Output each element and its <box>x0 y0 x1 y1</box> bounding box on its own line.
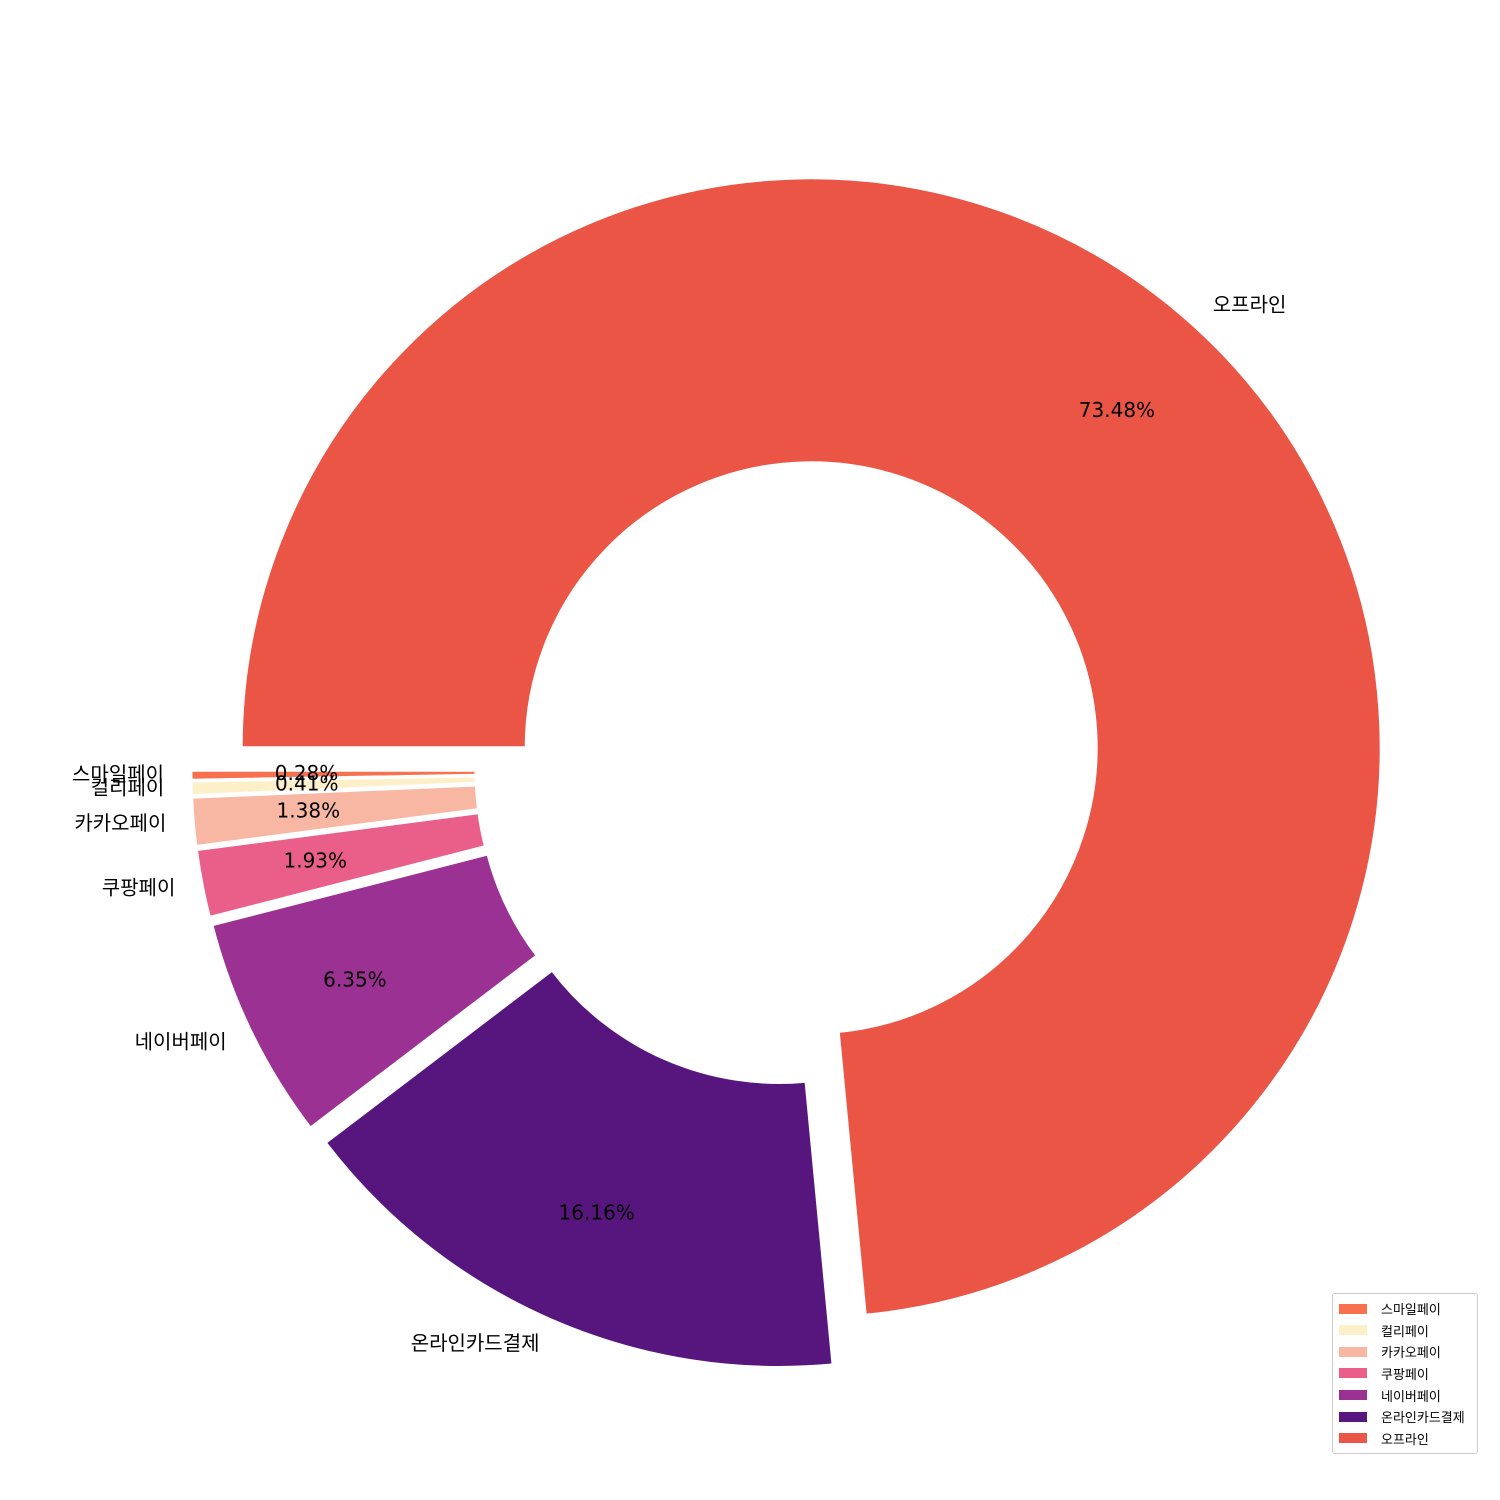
legend-swatch <box>1339 1368 1367 1379</box>
percentage-label: 16.16% <box>559 1200 635 1224</box>
pie-wedge <box>210 852 540 1131</box>
pie-wedge <box>189 774 478 798</box>
category-label: 쿠팡페이 <box>102 875 176 899</box>
percentage-labels: 0.28%0.41% 1.38% 1.93% 6.35% 16.16% 73.48% <box>275 398 1155 1224</box>
legend-label: 컬리페이 <box>1381 1324 1429 1340</box>
legend-swatch <box>1339 1346 1367 1357</box>
legend-item: 쿠팡페이 <box>1339 1363 1471 1385</box>
legend-item: 컬리페이 <box>1339 1319 1471 1341</box>
chart-wedges <box>189 176 1383 1369</box>
legend-swatch <box>1339 1390 1367 1401</box>
percentage-label: 6.35% <box>323 968 387 992</box>
chart-legend: 스마일페이 컬리페이 카카오페이 쿠팡페이 네이버페이 온라인카드결제 오프라인 <box>1332 1292 1478 1454</box>
percentage-label: 1.38% <box>277 798 341 822</box>
percentage-label: 73.48% <box>1079 398 1155 422</box>
pie-wedge <box>323 967 835 1369</box>
legend-swatch <box>1339 1303 1367 1314</box>
pie-wedge <box>239 176 1383 1317</box>
pie-wedge <box>194 810 488 920</box>
legend-item: 온라인카드결제 <box>1339 1406 1471 1428</box>
legend-swatch <box>1339 1325 1367 1336</box>
category-label: 컬리페이 <box>91 776 165 800</box>
percentage-label: 0.41% <box>275 771 339 795</box>
legend-swatch <box>1339 1433 1367 1444</box>
category-label: 카카오페이 <box>74 811 166 835</box>
category-label: 오프라인 <box>1213 293 1287 317</box>
legend-label: 쿠팡페이 <box>1381 1367 1429 1383</box>
legend-item: 스마일페이 <box>1339 1298 1471 1320</box>
legend-label: 네이버페이 <box>1381 1389 1441 1405</box>
category-label: 스마일페이 <box>72 762 164 786</box>
legend-item: 오프라인 <box>1339 1427 1471 1449</box>
category-label: 네이버페이 <box>135 1030 227 1054</box>
percentage-label: 1.93% <box>284 848 348 872</box>
legend-item: 카카오페이 <box>1339 1341 1471 1363</box>
legend-label: 오프라인 <box>1381 1432 1429 1448</box>
legend-label: 스마일페이 <box>1381 1303 1441 1319</box>
category-label: 온라인카드결제 <box>411 1331 540 1355</box>
legend-label: 카카오페이 <box>1381 1346 1441 1362</box>
legend-item: 네이버페이 <box>1339 1384 1471 1406</box>
percentage-label: 0.28% <box>275 761 339 785</box>
legend-swatch <box>1339 1411 1367 1422</box>
legend-label: 온라인카드결제 <box>1381 1411 1465 1427</box>
pie-wedge <box>190 783 481 849</box>
